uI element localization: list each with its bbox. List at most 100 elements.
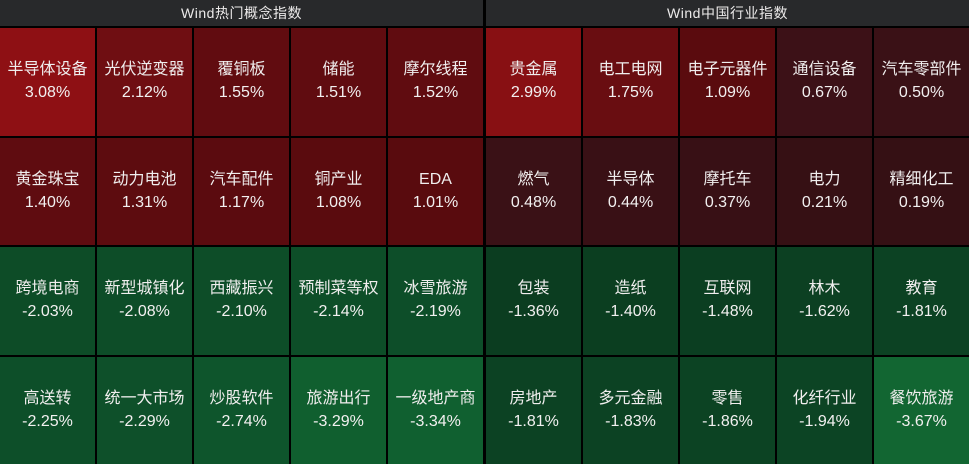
industry-index-grid: 贵金属 2.99% 电工电网 1.75% 电子元器件 1.09% 通信设备 0.67% 汽车零部…	[486, 28, 969, 464]
heatmap-cell[interactable]: 摩尔线程 1.52%	[388, 28, 483, 136]
heatmap-cell[interactable]: 预制菜等权 -2.14%	[291, 247, 386, 355]
heatmap-cell[interactable]: 摩托车 0.37%	[680, 137, 775, 245]
index-change: 1.52%	[412, 84, 459, 102]
index-name: 铜产业	[314, 170, 363, 188]
index-change: -1.48%	[702, 303, 753, 321]
heatmap-cell[interactable]: 覆铜板 1.55%	[194, 28, 289, 136]
heatmap-cell[interactable]: 电子元器件 1.09%	[680, 28, 775, 136]
index-name: 统一大市场	[104, 389, 185, 407]
index-name: 炒股软件	[209, 389, 274, 407]
index-name: 多元金融	[598, 389, 663, 407]
heatmap-cell[interactable]: 多元金融 -1.83%	[583, 356, 678, 464]
heatmap-cell[interactable]: 贵金属 2.99%	[486, 28, 581, 136]
index-change: -1.94%	[799, 412, 850, 430]
heatmap-cell[interactable]: 光伏逆变器 2.12%	[97, 28, 192, 136]
index-name: EDA	[419, 170, 452, 188]
heatmap-cell[interactable]: 铜产业 1.08%	[291, 137, 386, 245]
heatmap-cell[interactable]: 包装 -1.36%	[486, 247, 581, 355]
heatmap-cell[interactable]: 动力电池 1.31%	[97, 137, 192, 245]
index-change: 0.21%	[801, 193, 848, 211]
heatmap-cell[interactable]: 教育 -1.81%	[874, 247, 969, 355]
index-change: 1.17%	[218, 193, 265, 211]
heatmap-cell[interactable]: 旅游出行 -3.29%	[291, 356, 386, 464]
index-name: 电工电网	[598, 61, 663, 79]
heatmap-cell[interactable]: 汽车零部件 0.50%	[874, 28, 969, 136]
heatmap-cell[interactable]: 炒股软件 -2.74%	[194, 356, 289, 464]
index-change: -1.81%	[896, 303, 947, 321]
heatmap-cell[interactable]: 一级地产商 -3.34%	[388, 356, 483, 464]
heatmap-cell[interactable]: 新型城镇化 -2.08%	[97, 247, 192, 355]
index-change: -1.62%	[799, 303, 850, 321]
index-change: -2.08%	[119, 303, 170, 321]
index-change: -2.29%	[119, 412, 170, 430]
index-name: 预制菜等权	[298, 280, 379, 298]
concept-index-grid: 半导体设备 3.08% 光伏逆变器 2.12% 覆铜板 1.55% 储能 1.51% 摩尔线程 1…	[0, 28, 483, 464]
index-name: 精细化工	[889, 170, 954, 188]
index-name: 互联网	[703, 280, 752, 298]
index-change: 1.75%	[607, 84, 654, 102]
heatmap-cell[interactable]: 餐饮旅游 -3.67%	[874, 356, 969, 464]
heatmap-cell[interactable]: 燃气 0.48%	[486, 137, 581, 245]
index-change: 0.44%	[607, 193, 654, 211]
index-change: -3.34%	[410, 412, 461, 430]
index-change: -2.14%	[313, 303, 364, 321]
index-name: 跨境电商	[15, 280, 80, 298]
index-name: 餐饮旅游	[889, 389, 954, 407]
index-change: 1.55%	[218, 84, 265, 102]
index-name: 教育	[905, 280, 938, 298]
index-name: 摩尔线程	[403, 61, 468, 79]
heatmap-cell[interactable]: 化纤行业 -1.94%	[777, 356, 872, 464]
heatmap-cell[interactable]: 半导体设备 3.08%	[0, 28, 95, 136]
index-change: -2.10%	[216, 303, 267, 321]
index-name: 房地产	[509, 389, 558, 407]
index-change: 1.51%	[315, 84, 362, 102]
heatmap-cell[interactable]: 冰雪旅游 -2.19%	[388, 247, 483, 355]
heatmap-cell[interactable]: 造纸 -1.40%	[583, 247, 678, 355]
index-name: 储能	[322, 61, 355, 79]
heatmap-cell[interactable]: 通信设备 0.67%	[777, 28, 872, 136]
index-change: 1.40%	[24, 193, 71, 211]
heatmap-cell[interactable]: 互联网 -1.48%	[680, 247, 775, 355]
heatmap-cell[interactable]: 西藏振兴 -2.10%	[194, 247, 289, 355]
index-name: 动力电池	[112, 170, 177, 188]
index-name: 燃气	[517, 170, 550, 188]
index-change: 1.09%	[704, 84, 751, 102]
index-name: 高送转	[23, 389, 72, 407]
heatmap-cell[interactable]: 林木 -1.62%	[777, 247, 872, 355]
index-name: 半导体设备	[7, 61, 88, 79]
index-change: 1.08%	[315, 193, 362, 211]
index-name: 造纸	[614, 280, 647, 298]
index-change: 0.37%	[704, 193, 751, 211]
index-change: 3.08%	[24, 84, 71, 102]
index-change: 0.67%	[801, 84, 848, 102]
section-title-concept: Wind热门概念指数	[0, 0, 483, 26]
heatmap-cell[interactable]: 储能 1.51%	[291, 28, 386, 136]
heatmap-cell[interactable]: 统一大市场 -2.29%	[97, 356, 192, 464]
heatmap-cell[interactable]: 房地产 -1.81%	[486, 356, 581, 464]
index-name: 通信设备	[792, 61, 857, 79]
index-name: 新型城镇化	[104, 280, 185, 298]
index-change: 0.50%	[898, 84, 945, 102]
index-change: -3.67%	[896, 412, 947, 430]
heatmap-cell[interactable]: 电工电网 1.75%	[583, 28, 678, 136]
heatmap-cell[interactable]: EDA 1.01%	[388, 137, 483, 245]
index-name: 一级地产商	[395, 389, 476, 407]
heatmap-cell[interactable]: 电力 0.21%	[777, 137, 872, 245]
heatmap-cell[interactable]: 精细化工 0.19%	[874, 137, 969, 245]
heatmap-cell[interactable]: 汽车配件 1.17%	[194, 137, 289, 245]
heatmap-cell[interactable]: 高送转 -2.25%	[0, 356, 95, 464]
index-name: 黄金珠宝	[15, 170, 80, 188]
index-name: 电力	[808, 170, 841, 188]
index-change: 0.48%	[510, 193, 557, 211]
heatmap-cell[interactable]: 零售 -1.86%	[680, 356, 775, 464]
index-name: 林木	[808, 280, 841, 298]
index-change: -1.83%	[605, 412, 656, 430]
heatmap-cell[interactable]: 半导体 0.44%	[583, 137, 678, 245]
index-name: 西藏振兴	[209, 280, 274, 298]
heatmap-cell[interactable]: 跨境电商 -2.03%	[0, 247, 95, 355]
heatmap-cell[interactable]: 黄金珠宝 1.40%	[0, 137, 95, 245]
index-change: 0.19%	[898, 193, 945, 211]
index-name: 旅游出行	[306, 389, 371, 407]
section-title-industry: Wind中国行业指数	[486, 0, 969, 26]
